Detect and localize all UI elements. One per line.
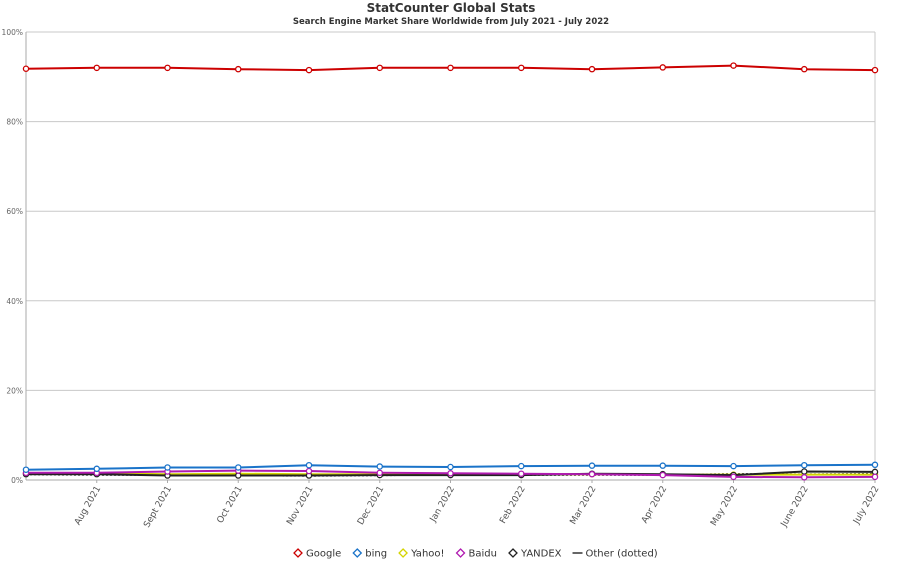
data-point[interactable] [376, 469, 383, 477]
data-point[interactable] [801, 461, 808, 469]
x-tick-label: Mar 2022 [569, 485, 599, 527]
data-point[interactable] [164, 64, 171, 72]
data-point[interactable] [305, 467, 313, 475]
data-point[interactable] [588, 65, 596, 73]
y-tick-label: 0% [11, 476, 23, 485]
x-tick-label: May 2022 [709, 485, 740, 528]
x-tick-label: Jan 2022 [428, 485, 457, 525]
x-tick-label: Dec 2021 [356, 485, 386, 527]
y-tick-label: 40% [6, 297, 23, 306]
data-point[interactable] [518, 470, 525, 477]
y-tick-label: 80% [6, 118, 23, 127]
data-point[interactable] [305, 66, 313, 74]
legend-item-baidu[interactable]: Baidu [455, 548, 497, 560]
data-point[interactable] [93, 64, 101, 72]
data-point[interactable] [93, 465, 101, 473]
legend-item-yahoo[interactable]: Yahoo! [398, 548, 445, 560]
data-point[interactable] [871, 461, 879, 469]
series-bing [22, 461, 879, 473]
legend-item-other-dotted[interactable]: Other (dotted) [572, 549, 658, 560]
legend-item-yandex[interactable]: YANDEX [508, 548, 562, 560]
chart-title: StatCounter Global Stats [367, 1, 536, 15]
legend-label: Baidu [469, 549, 497, 560]
legend-marker-icon [398, 548, 408, 558]
data-point[interactable] [871, 473, 879, 481]
x-tick-label: Nov 2021 [285, 485, 315, 528]
x-tick-label: Aug 2021 [73, 485, 103, 528]
data-point[interactable] [871, 66, 879, 74]
data-point[interactable] [518, 462, 525, 470]
legend-label: bing [365, 549, 387, 560]
data-point[interactable] [801, 65, 808, 73]
data-point[interactable] [588, 470, 596, 478]
data-point[interactable] [22, 65, 30, 72]
plot-series [22, 62, 879, 481]
data-point[interactable] [22, 466, 30, 473]
data-point[interactable] [659, 462, 667, 469]
data-point[interactable] [730, 62, 737, 69]
legend-label: Yahoo! [410, 549, 444, 560]
y-axis: 0% 20% 40% 60% 80% 100% [2, 28, 876, 485]
x-tick-label: June 2022 [779, 485, 811, 530]
data-point[interactable] [659, 471, 667, 479]
legend-marker-icon [352, 548, 363, 558]
x-axis: Aug 2021 Sept 2021 Oct 2021 Nov 2021 Dec 202… [26, 479, 882, 530]
data-point[interactable] [659, 64, 667, 71]
data-point[interactable] [447, 64, 454, 72]
data-point[interactable] [518, 64, 525, 72]
legend-label: Other (dotted) [586, 549, 658, 560]
data-point[interactable] [730, 462, 737, 470]
x-tick-label: Feb 2022 [498, 485, 528, 526]
x-tick-label: Sept 2021 [142, 485, 174, 530]
y-tick-label: 100% [2, 28, 23, 37]
data-point[interactable] [234, 65, 242, 73]
legend-marker-icon [455, 548, 466, 558]
x-tick-label: July 2022 [851, 485, 881, 527]
legend-marker-icon [293, 548, 303, 558]
data-point[interactable] [447, 463, 454, 471]
chart-subtitle: Search Engine Market Share Worldwide fro… [293, 17, 609, 27]
data-point[interactable] [447, 470, 454, 477]
series-google [22, 62, 879, 74]
y-tick-label: 60% [6, 207, 23, 216]
legend-item-google[interactable]: Google [293, 548, 341, 560]
y-tick-label: 20% [6, 386, 23, 395]
data-point[interactable] [376, 64, 383, 72]
legend-item-bing[interactable]: bing [352, 548, 387, 560]
data-point[interactable] [730, 473, 737, 481]
data-point[interactable] [164, 464, 171, 471]
legend-marker-icon [508, 548, 518, 558]
x-tick-label: Oct 2021 [216, 485, 245, 526]
legend-label: YANDEX [520, 549, 562, 560]
x-tick-label: Apr 2022 [640, 485, 669, 526]
data-point[interactable] [588, 462, 596, 469]
data-point[interactable] [305, 461, 313, 469]
legend-label: Google [306, 549, 341, 560]
data-point[interactable] [801, 468, 808, 475]
data-point[interactable] [801, 474, 808, 481]
data-point[interactable] [376, 463, 383, 470]
data-point[interactable] [234, 464, 242, 471]
legend: Google bing Yahoo! Baidu YANDEX Other (dotted… [293, 548, 658, 560]
y-gridlines [26, 31, 875, 481]
